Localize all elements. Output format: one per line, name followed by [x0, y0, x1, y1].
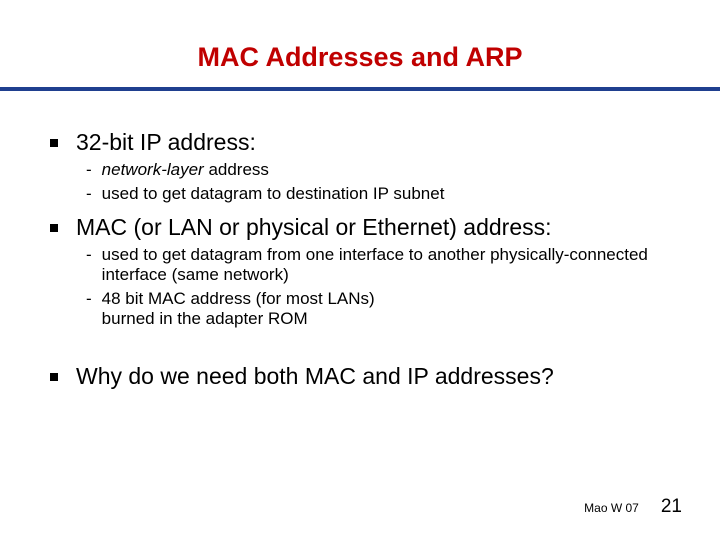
footer-label: Mao W 07 [584, 501, 639, 515]
sub-bullet-text: network-layer address [102, 160, 670, 180]
sub-bullet-item: -48 bit MAC address (for most LANs) burn… [86, 289, 670, 329]
spacer [50, 329, 670, 353]
sub-bullet-item: -network-layer address [86, 160, 670, 180]
sub-bullet-item: -used to get datagram from one interface… [86, 245, 670, 285]
sub-bullet-text: 48 bit MAC address (for most LANs) burne… [102, 289, 670, 329]
bullet-text: 32-bit IP address: [76, 129, 670, 156]
slide: MAC Addresses and ARP 32-bit IP address:… [0, 0, 720, 540]
footer: Mao W 07 21 [584, 496, 682, 518]
slide-title: MAC Addresses and ARP [0, 0, 720, 87]
sub-bullet-item: -used to get datagram to destination IP … [86, 184, 670, 204]
dash-icon: - [86, 184, 92, 204]
sub-bullet-text: used to get datagram from one interface … [102, 245, 670, 285]
bullet-text: MAC (or LAN or physical or Ethernet) add… [76, 214, 670, 241]
dash-icon: - [86, 160, 92, 180]
bullet-text: Why do we need both MAC and IP addresses… [76, 363, 670, 390]
square-bullet-icon [50, 224, 58, 232]
page-number: 21 [661, 496, 682, 518]
sub-bullet-text: used to get datagram to destination IP s… [102, 184, 670, 204]
bullet-item: 32-bit IP address: [50, 129, 670, 156]
bullet-item: Why do we need both MAC and IP addresses… [50, 363, 670, 390]
square-bullet-icon [50, 139, 58, 147]
slide-body: 32-bit IP address:-network-layer address… [0, 91, 720, 390]
dash-icon: - [86, 289, 92, 309]
dash-icon: - [86, 245, 92, 265]
bullet-item: MAC (or LAN or physical or Ethernet) add… [50, 214, 670, 241]
square-bullet-icon [50, 373, 58, 381]
